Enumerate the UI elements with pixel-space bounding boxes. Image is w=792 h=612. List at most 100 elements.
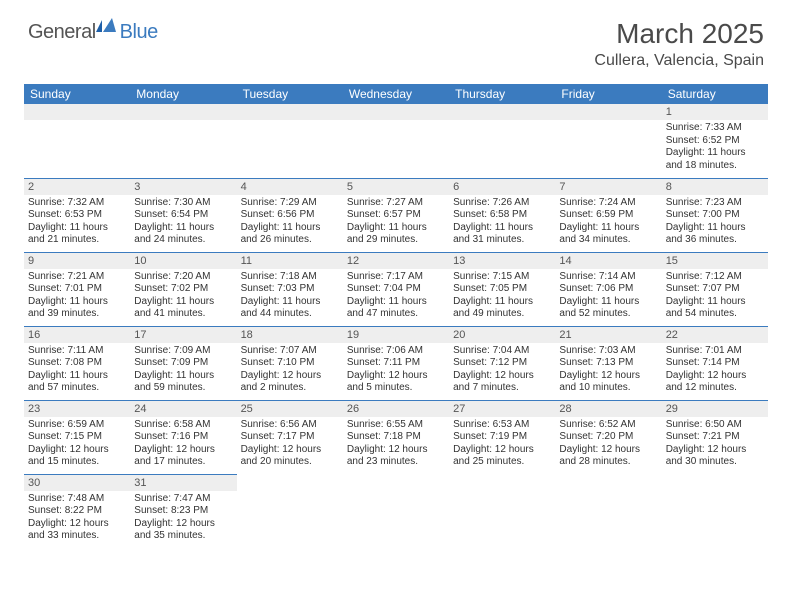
sunrise-line: Sunrise: 7:24 AM: [559, 197, 657, 210]
daylight-line: Daylight: 11 hours and 54 minutes.: [666, 296, 764, 321]
sunrise-line: Sunrise: 7:32 AM: [28, 197, 126, 210]
daylight-line: Daylight: 12 hours and 35 minutes.: [134, 518, 232, 543]
daylight-line: Daylight: 12 hours and 28 minutes.: [559, 444, 657, 469]
sunset-line: Sunset: 7:08 PM: [28, 357, 126, 370]
sunrise-line: Sunrise: 7:04 AM: [453, 345, 551, 358]
day-details: Sunrise: 7:07 AMSunset: 7:10 PMDaylight:…: [237, 343, 343, 397]
daylight-line: Daylight: 11 hours and 47 minutes.: [347, 296, 445, 321]
day-number: 1: [662, 104, 768, 120]
daylight-line: Daylight: 11 hours and 34 minutes.: [559, 222, 657, 247]
week-row: 9Sunrise: 7:21 AMSunset: 7:01 PMDaylight…: [24, 252, 768, 326]
day-details: Sunrise: 7:03 AMSunset: 7:13 PMDaylight:…: [555, 343, 661, 397]
daylight-line: Daylight: 12 hours and 5 minutes.: [347, 370, 445, 395]
daylight-line: Daylight: 12 hours and 7 minutes.: [453, 370, 551, 395]
day-header: Sunday: [24, 84, 130, 104]
sunset-line: Sunset: 7:17 PM: [241, 431, 339, 444]
day-cell: 2Sunrise: 7:32 AMSunset: 6:53 PMDaylight…: [24, 178, 130, 252]
day-details: Sunrise: 7:33 AMSunset: 6:52 PMDaylight:…: [662, 120, 768, 174]
daylight-line: Daylight: 12 hours and 2 minutes.: [241, 370, 339, 395]
daylight-line: Daylight: 11 hours and 49 minutes.: [453, 296, 551, 321]
sunset-line: Sunset: 7:14 PM: [666, 357, 764, 370]
day-number: 13: [449, 253, 555, 269]
sunset-line: Sunset: 7:09 PM: [134, 357, 232, 370]
sunset-line: Sunset: 7:10 PM: [241, 357, 339, 370]
day-header: Tuesday: [237, 84, 343, 104]
week-row: 23Sunrise: 6:59 AMSunset: 7:15 PMDayligh…: [24, 400, 768, 474]
week-row: 2Sunrise: 7:32 AMSunset: 6:53 PMDaylight…: [24, 178, 768, 252]
sunrise-line: Sunrise: 7:30 AM: [134, 197, 232, 210]
sunset-line: Sunset: 7:20 PM: [559, 431, 657, 444]
sunrise-line: Sunrise: 7:07 AM: [241, 345, 339, 358]
day-cell: 24Sunrise: 6:58 AMSunset: 7:16 PMDayligh…: [130, 400, 236, 474]
daylight-line: Daylight: 11 hours and 24 minutes.: [134, 222, 232, 247]
day-details: Sunrise: 6:59 AMSunset: 7:15 PMDaylight:…: [24, 417, 130, 471]
day-cell: 4Sunrise: 7:29 AMSunset: 6:56 PMDaylight…: [237, 178, 343, 252]
day-cell: [237, 104, 343, 178]
sunset-line: Sunset: 8:23 PM: [134, 505, 232, 518]
day-cell: 11Sunrise: 7:18 AMSunset: 7:03 PMDayligh…: [237, 252, 343, 326]
logo: General Blue: [28, 18, 158, 47]
daylight-line: Daylight: 11 hours and 39 minutes.: [28, 296, 126, 321]
sunset-line: Sunset: 7:16 PM: [134, 431, 232, 444]
day-cell: 14Sunrise: 7:14 AMSunset: 7:06 PMDayligh…: [555, 252, 661, 326]
sunset-line: Sunset: 6:56 PM: [241, 209, 339, 222]
day-details: Sunrise: 7:27 AMSunset: 6:57 PMDaylight:…: [343, 195, 449, 249]
sunrise-line: Sunrise: 7:09 AM: [134, 345, 232, 358]
daylight-line: Daylight: 11 hours and 59 minutes.: [134, 370, 232, 395]
day-number: 19: [343, 327, 449, 343]
sunset-line: Sunset: 7:18 PM: [347, 431, 445, 444]
day-number: 16: [24, 327, 130, 343]
sunrise-line: Sunrise: 6:50 AM: [666, 419, 764, 432]
daylight-line: Daylight: 12 hours and 20 minutes.: [241, 444, 339, 469]
day-header: Thursday: [449, 84, 555, 104]
sunset-line: Sunset: 7:00 PM: [666, 209, 764, 222]
day-details: Sunrise: 6:55 AMSunset: 7:18 PMDaylight:…: [343, 417, 449, 471]
day-details: Sunrise: 7:29 AMSunset: 6:56 PMDaylight:…: [237, 195, 343, 249]
sunrise-line: Sunrise: 7:18 AM: [241, 271, 339, 284]
day-details: Sunrise: 7:18 AMSunset: 7:03 PMDaylight:…: [237, 269, 343, 323]
day-cell: 9Sunrise: 7:21 AMSunset: 7:01 PMDaylight…: [24, 252, 130, 326]
day-cell: [343, 104, 449, 178]
day-details: Sunrise: 6:58 AMSunset: 7:16 PMDaylight:…: [130, 417, 236, 471]
day-cell: [24, 104, 130, 178]
day-number: 21: [555, 327, 661, 343]
daylight-line: Daylight: 12 hours and 33 minutes.: [28, 518, 126, 543]
day-cell: 1Sunrise: 7:33 AMSunset: 6:52 PMDaylight…: [662, 104, 768, 178]
day-number: 7: [555, 179, 661, 195]
sunrise-line: Sunrise: 7:26 AM: [453, 197, 551, 210]
day-cell: 12Sunrise: 7:17 AMSunset: 7:04 PMDayligh…: [343, 252, 449, 326]
calendar-table: SundayMondayTuesdayWednesdayThursdayFrid…: [24, 84, 768, 548]
day-number-empty: [343, 104, 449, 120]
day-details: Sunrise: 7:04 AMSunset: 7:12 PMDaylight:…: [449, 343, 555, 397]
day-cell: 28Sunrise: 6:52 AMSunset: 7:20 PMDayligh…: [555, 400, 661, 474]
day-cell: 3Sunrise: 7:30 AMSunset: 6:54 PMDaylight…: [130, 178, 236, 252]
day-number: 17: [130, 327, 236, 343]
daylight-line: Daylight: 11 hours and 57 minutes.: [28, 370, 126, 395]
day-number-empty: [449, 104, 555, 120]
sunset-line: Sunset: 7:02 PM: [134, 283, 232, 296]
day-details: Sunrise: 7:32 AMSunset: 6:53 PMDaylight:…: [24, 195, 130, 249]
daylight-line: Daylight: 11 hours and 21 minutes.: [28, 222, 126, 247]
sunset-line: Sunset: 7:15 PM: [28, 431, 126, 444]
sunset-line: Sunset: 6:59 PM: [559, 209, 657, 222]
day-number: 4: [237, 179, 343, 195]
sunrise-line: Sunrise: 6:58 AM: [134, 419, 232, 432]
month-title: March 2025: [594, 18, 764, 50]
location: Cullera, Valencia, Spain: [594, 52, 764, 70]
day-cell: 20Sunrise: 7:04 AMSunset: 7:12 PMDayligh…: [449, 326, 555, 400]
day-details: Sunrise: 6:50 AMSunset: 7:21 PMDaylight:…: [662, 417, 768, 471]
day-number: 10: [130, 253, 236, 269]
daylight-line: Daylight: 12 hours and 30 minutes.: [666, 444, 764, 469]
sunset-line: Sunset: 7:12 PM: [453, 357, 551, 370]
day-cell: 30Sunrise: 7:48 AMSunset: 8:22 PMDayligh…: [24, 474, 130, 548]
day-cell: 21Sunrise: 7:03 AMSunset: 7:13 PMDayligh…: [555, 326, 661, 400]
sunrise-line: Sunrise: 7:14 AM: [559, 271, 657, 284]
sunset-line: Sunset: 7:13 PM: [559, 357, 657, 370]
day-number: 23: [24, 401, 130, 417]
day-number: 18: [237, 327, 343, 343]
day-number: 20: [449, 327, 555, 343]
day-cell: [343, 474, 449, 548]
sunrise-line: Sunrise: 7:27 AM: [347, 197, 445, 210]
day-cell: 18Sunrise: 7:07 AMSunset: 7:10 PMDayligh…: [237, 326, 343, 400]
logo-text-general: General: [28, 21, 96, 44]
